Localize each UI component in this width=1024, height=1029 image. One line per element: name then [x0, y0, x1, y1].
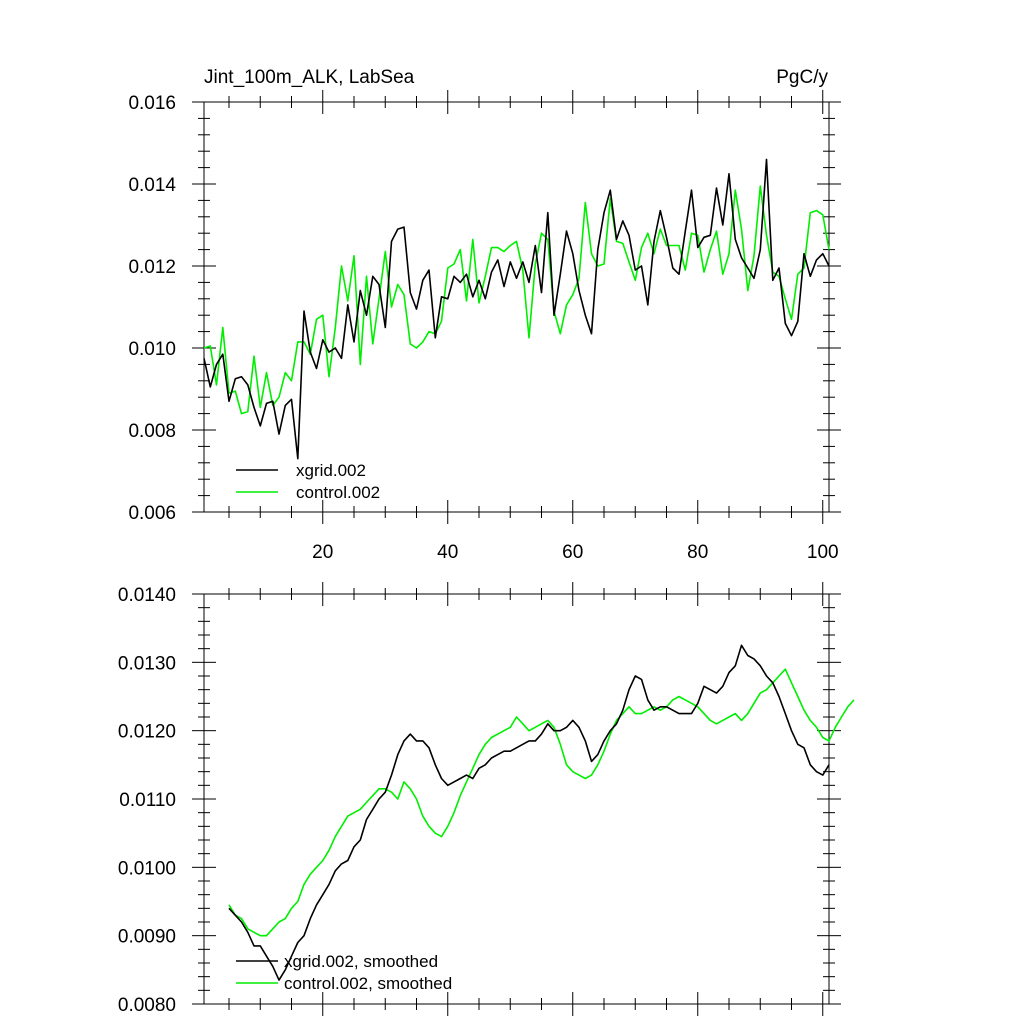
y-tick-label: 0.0120 — [118, 722, 176, 743]
y-tick-label: 0.014 — [128, 175, 176, 196]
y-tick-label: 0.006 — [128, 503, 176, 524]
y-tick-label: 0.0130 — [118, 653, 176, 674]
chart-title: Jint_100m_ALK, LabSea — [204, 67, 415, 88]
legend-label: control.002 — [296, 483, 380, 502]
series-line-xgrid-002 — [203, 158, 830, 460]
series-line-control-002-smoothed — [228, 668, 855, 937]
legend-label: xgrid.002 — [296, 461, 366, 480]
legend-label: control.002, smoothed — [284, 974, 452, 993]
plot-frame — [203, 101, 830, 513]
y-tick-label: 0.0080 — [118, 995, 176, 1016]
series-line-xgrid-002-smoothed — [228, 644, 830, 981]
y-tick-label: 0.0100 — [118, 858, 176, 879]
x-tick-label: 40 — [437, 542, 458, 563]
y-tick-label: 0.0090 — [118, 927, 176, 948]
y-tick-label: 0.0110 — [119, 790, 176, 811]
legend-label: xgrid.002, smoothed — [284, 952, 438, 971]
y-tick-label: 0.012 — [128, 257, 176, 278]
y-tick-label: 0.008 — [128, 421, 176, 442]
panel-1: 20 40 60 80 100 0.006 0.008 0.010 0.012 0.014 0.01… — [128, 90, 841, 563]
x-tick-label: 100 — [807, 542, 839, 563]
y-tick-label: 0.010 — [128, 339, 176, 360]
y-tick-label: 0.016 — [128, 93, 176, 114]
panel-2: 0.0080 0.0090 0.0100 0.0110 0.0120 0.0130 0.01… — [118, 582, 855, 1016]
series-line-control-002 — [203, 185, 830, 415]
x-tick-label: 20 — [312, 542, 333, 563]
y-tick-label: 0.0140 — [118, 585, 176, 606]
chart-units-label: PgC/y — [776, 67, 828, 88]
x-tick-label: 80 — [687, 542, 708, 563]
x-tick-label: 60 — [562, 542, 583, 563]
